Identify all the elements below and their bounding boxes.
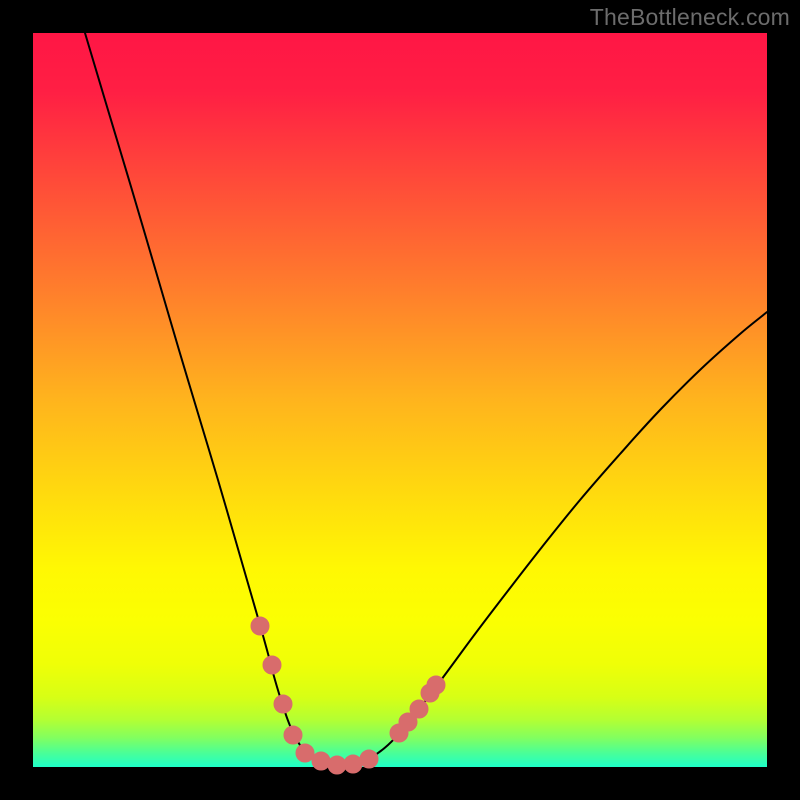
curve-marker: [312, 752, 330, 770]
curve-marker: [427, 676, 445, 694]
chart-stage: TheBottleneck.com: [0, 0, 800, 800]
curve-marker: [284, 726, 302, 744]
curve-marker: [328, 756, 346, 774]
curve-marker: [296, 744, 314, 762]
curve-marker: [410, 700, 428, 718]
plot-background: [33, 33, 767, 767]
curve-marker: [274, 695, 292, 713]
curve-marker: [344, 755, 362, 773]
curve-marker: [263, 656, 281, 674]
bottleneck-chart: [0, 0, 800, 800]
curve-marker: [360, 750, 378, 768]
curve-marker: [251, 617, 269, 635]
